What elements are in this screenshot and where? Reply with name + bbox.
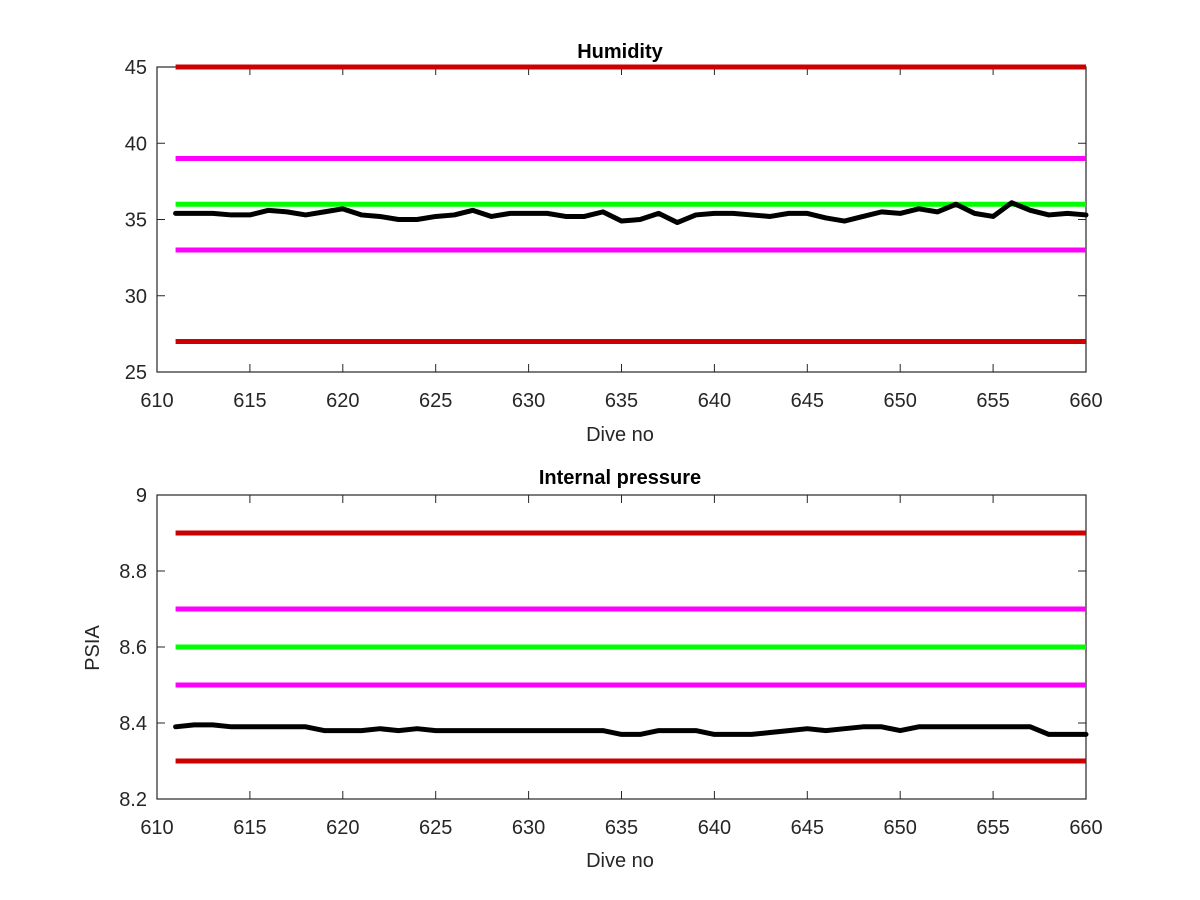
y-tick-label: 40 <box>125 133 147 155</box>
y-tick-label: 8.4 <box>119 713 147 735</box>
x-tick-label: 630 <box>512 390 545 412</box>
chart-title: Humidity <box>577 41 663 63</box>
humidity-panel: Humidity 610 615 620 625 630 635 640 645 650 655 6… <box>125 41 1103 446</box>
x-tick-label: 620 <box>326 390 359 412</box>
x-tick-label: 625 <box>419 390 452 412</box>
x-tick-label: 655 <box>976 817 1009 839</box>
x-tick-label: 625 <box>419 817 452 839</box>
y-tick-label: 9 <box>136 485 147 507</box>
x-tick-label: 640 <box>698 817 731 839</box>
y-tick-label: 8.6 <box>119 637 147 659</box>
x-tick-label: 630 <box>512 817 545 839</box>
x-tick-label: 645 <box>791 817 824 839</box>
x-axis-label: Dive no <box>586 850 654 872</box>
y-tick-label: 30 <box>125 286 147 308</box>
x-tick-label: 660 <box>1069 390 1102 412</box>
y-tick-label: 8.2 <box>119 789 147 811</box>
x-tick-label: 635 <box>605 390 638 412</box>
x-tick-label: 655 <box>976 390 1009 412</box>
y-axis-label: PSIA <box>82 625 104 671</box>
plot-area: 610 615 620 625 630 635 640 645 650 655 660 8.2 8.4 8… <box>119 485 1103 839</box>
x-tick-label: 615 <box>233 817 266 839</box>
x-tick-label: 615 <box>233 390 266 412</box>
chart-title: Internal pressure <box>539 467 701 489</box>
x-tick-label: 660 <box>1069 817 1102 839</box>
data-series-line <box>173 200 1089 226</box>
x-tick-label: 650 <box>884 817 917 839</box>
y-tick-label: 35 <box>125 210 147 232</box>
x-axis-label: Dive no <box>586 424 654 446</box>
x-tick-label: 620 <box>326 817 359 839</box>
y-tick-label: 8.8 <box>119 561 147 583</box>
data-series-line <box>173 722 1089 737</box>
plot-area: 610 615 620 625 630 635 640 645 650 655 660 25 30 35 4… <box>125 57 1103 412</box>
x-tick-label: 610 <box>140 817 173 839</box>
y-tick-label: 45 <box>125 57 147 79</box>
x-tick-label: 650 <box>884 390 917 412</box>
x-tick-label: 610 <box>140 390 173 412</box>
x-tick-label: 645 <box>791 390 824 412</box>
x-tick-label: 640 <box>698 390 731 412</box>
x-tick-label: 635 <box>605 817 638 839</box>
y-tick-label: 25 <box>125 362 147 384</box>
internal-pressure-panel: Internal pressure 610 615 620 625 630 635 640 6… <box>82 467 1103 872</box>
